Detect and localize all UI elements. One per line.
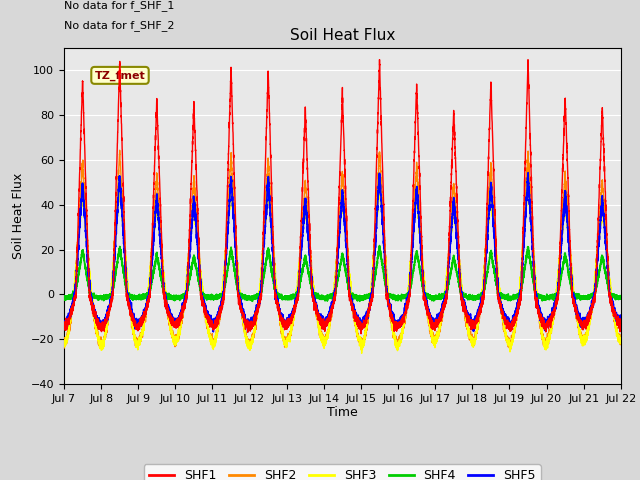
Text: TZ_fmet: TZ_fmet xyxy=(95,70,145,81)
Title: Soil Heat Flux: Soil Heat Flux xyxy=(290,28,395,43)
Text: No data for f_SHF_1: No data for f_SHF_1 xyxy=(64,0,174,11)
X-axis label: Time: Time xyxy=(327,407,358,420)
Text: No data for f_SHF_2: No data for f_SHF_2 xyxy=(64,20,175,31)
Y-axis label: Soil Heat Flux: Soil Heat Flux xyxy=(12,173,25,259)
Legend: SHF1, SHF2, SHF3, SHF4, SHF5: SHF1, SHF2, SHF3, SHF4, SHF5 xyxy=(144,464,541,480)
